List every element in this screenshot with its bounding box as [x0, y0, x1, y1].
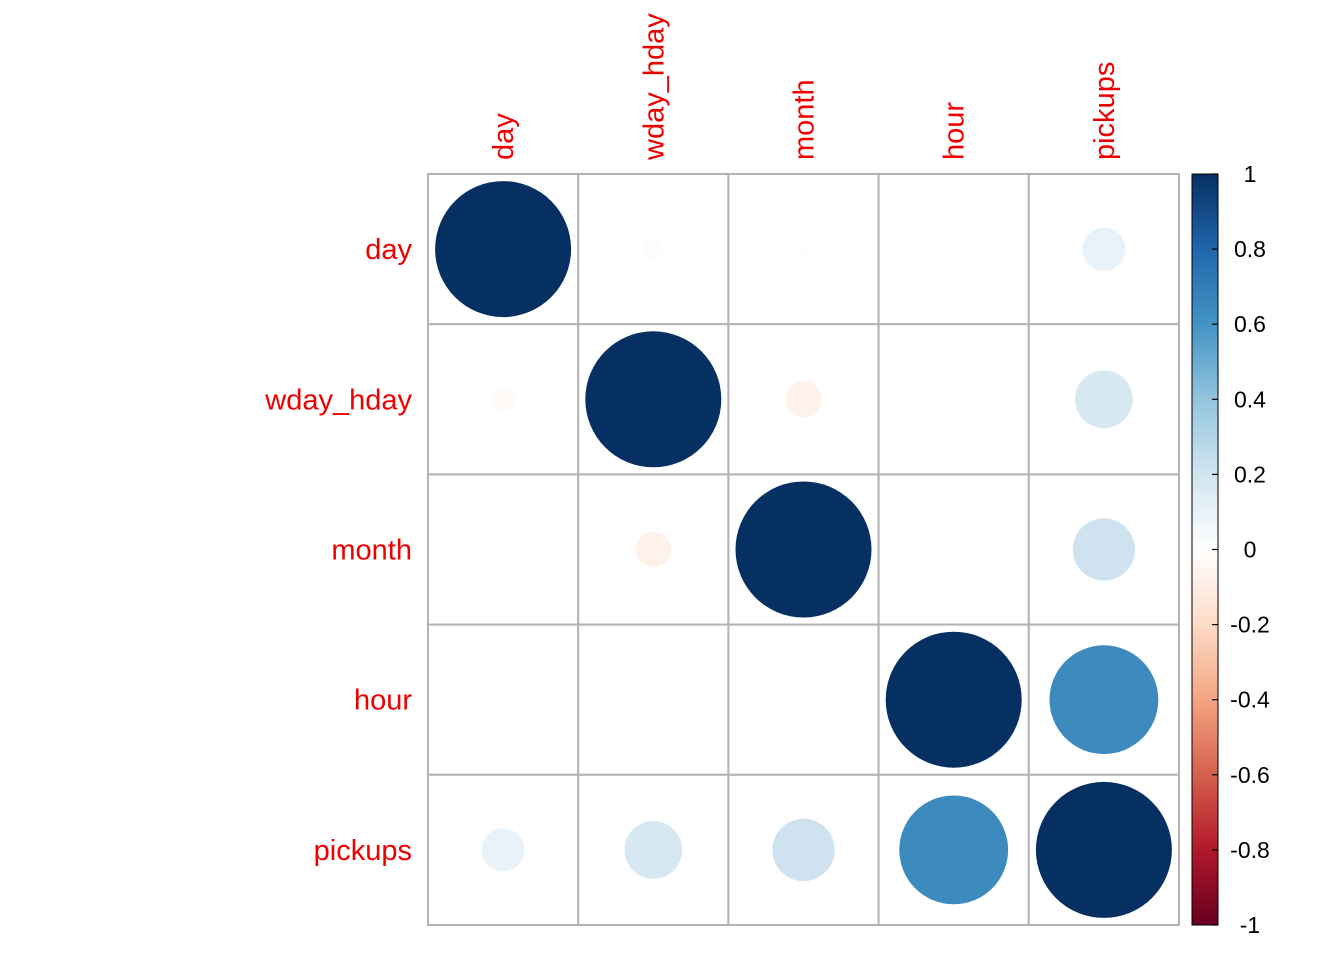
colorbar-ticks: 1 0.8 0.6 0.4 0.2 0 -0.2 -0.4 -0.6 -0.8 -1	[1212, 161, 1270, 938]
colorbar-tick-label: 0	[1244, 537, 1257, 563]
cell-hour-wday_hday	[577, 623, 730, 776]
colorbar-tick-label: -0.8	[1230, 837, 1270, 863]
corr-circle-hour-pickups	[1049, 645, 1159, 755]
row-label-pickups: pickups	[314, 835, 412, 867]
corr-circle-hour-hour	[885, 631, 1022, 768]
row-label-hour: hour	[354, 685, 412, 717]
colorbar-tick-label: 1	[1244, 161, 1257, 187]
cell-month-pickups	[1027, 473, 1181, 626]
corr-circle-wday_hday-wday_hday	[585, 331, 722, 468]
column-label-wday_hday: wday_hday	[638, 13, 670, 161]
column-label-month: month	[789, 79, 821, 160]
cell-hour-month	[727, 623, 880, 776]
cell-hour-day	[427, 623, 580, 776]
colorbar-tick-label: -1	[1240, 912, 1260, 938]
corr-circle-day-pickups	[1082, 227, 1126, 271]
cell-wday_hday-month	[727, 323, 880, 476]
cell-day-hour	[877, 173, 1030, 326]
colorbar-tick-label: -0.6	[1230, 762, 1270, 788]
corr-circle-pickups-wday_hday	[624, 821, 683, 879]
corr-circle-month-wday_hday	[635, 531, 672, 568]
cell-month-hour	[877, 473, 1030, 626]
column-label-hour: hour	[939, 102, 971, 160]
row-label-month: month	[331, 535, 412, 567]
row-label-wday_hday: wday_hday	[264, 384, 412, 416]
corr-circle-day-day	[435, 181, 572, 318]
row-label-day: day	[365, 234, 412, 266]
corr-circle-wday_hday-month	[785, 381, 822, 418]
colorbar-tick-label: 0.4	[1234, 386, 1266, 412]
corr-circle-month-pickups	[1072, 518, 1136, 581]
colorbar-tick-label: -0.4	[1230, 687, 1270, 713]
cell-pickups-wday_hday	[577, 773, 730, 926]
colorbar-tick-label: 0.6	[1234, 311, 1266, 337]
corr-circle-pickups-pickups	[1035, 781, 1172, 918]
column-label-pickups: pickups	[1089, 62, 1121, 160]
colorbar-tick-label: -0.2	[1230, 612, 1270, 638]
corr-circle-pickups-month	[772, 818, 835, 882]
corr-circle-pickups-day	[481, 828, 525, 872]
colorbar-tick-label: 0.8	[1234, 236, 1266, 262]
corr-circle-day-month	[796, 242, 811, 256]
corr-circle-month-month	[735, 481, 872, 618]
cell-month-day	[427, 473, 580, 626]
correlation-circles	[435, 181, 1172, 918]
corr-circle-wday_hday-day	[491, 387, 515, 412]
cell-wday_hday-hour	[877, 323, 1030, 476]
corr-circle-pickups-hour	[899, 795, 1009, 905]
colorbar-tick-label: 0.2	[1234, 461, 1266, 487]
column-label-day: day	[488, 113, 520, 160]
corr-circle-wday_hday-pickups	[1075, 370, 1133, 429]
corr-circle-day-wday_hday	[643, 239, 663, 259]
column-labels: day wday_hday month hour pickups	[488, 13, 1121, 161]
